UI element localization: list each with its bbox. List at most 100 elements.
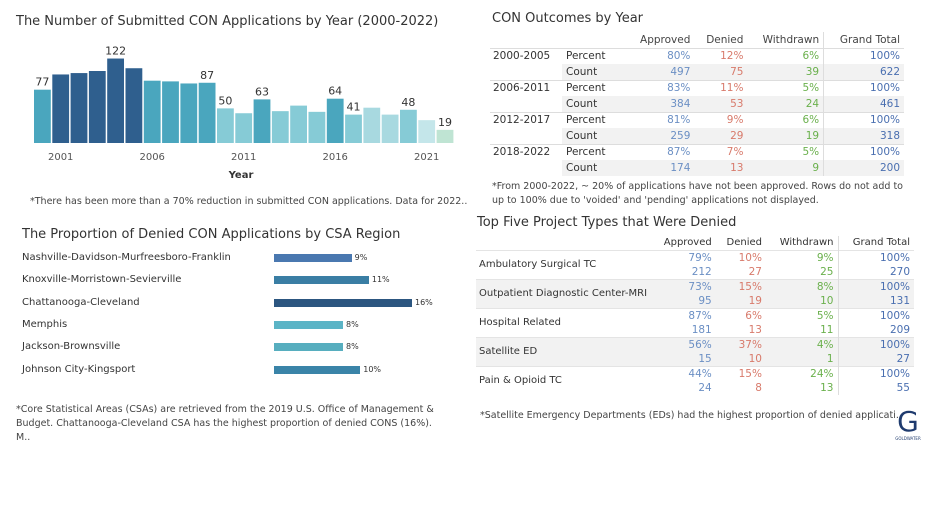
bar-2021	[418, 120, 436, 143]
projects-cell: 6%	[715, 307, 766, 323]
projects-cell: 87%	[651, 307, 716, 323]
region-bar	[274, 298, 412, 307]
x-axis-label: Year	[228, 170, 254, 181]
bar-2015	[308, 111, 326, 143]
bar-chart-note: *There has been more than a 70% reductio…	[30, 196, 468, 207]
projects-cell: 15%	[715, 278, 766, 294]
bar-2000	[34, 89, 51, 143]
region-value-label: 8%	[346, 319, 359, 329]
outcomes-table: Approved Denied Withdrawn Grand Total 20…	[490, 32, 904, 176]
project-type-label: Hospital Related	[476, 307, 652, 337]
projects-cell: 24	[698, 381, 712, 394]
region-bar	[274, 365, 361, 374]
metric-label: Percent	[562, 47, 626, 64]
outcomes-row: 2012-2017 Percent 81% 9% 6% 100%	[490, 111, 904, 128]
outcomes-title: CON Outcomes by Year	[492, 11, 644, 26]
bar-2005	[125, 68, 143, 143]
outcomes-cell: 81%	[626, 111, 695, 128]
outcomes-cell: 83%	[626, 79, 695, 96]
region-value-label: 8%	[346, 342, 359, 352]
outcomes-row: 2006-2011 Percent 83% 11% 5% 100%	[490, 79, 904, 96]
x-tick-label: 2011	[231, 152, 256, 163]
period-label: 2018-2022	[490, 143, 562, 160]
region-label: Knoxville-Morristown-Sevierville	[22, 274, 182, 286]
projects-row: 181 13 11 209	[476, 322, 914, 337]
projects-header-row: Approved Denied Withdrawn Grand Total	[476, 236, 914, 250]
projects-note: *Satellite Emergency Departments (EDs) h…	[480, 410, 902, 421]
bar-2018	[363, 107, 381, 143]
projects-cell: 181	[691, 323, 712, 336]
metric-label: Percent	[562, 79, 626, 96]
projects-row: 212 27 25 270	[476, 264, 914, 279]
bar-2006	[143, 80, 161, 143]
projects-cell: 9%	[765, 249, 838, 265]
projects-row: 24 8 13 55	[476, 380, 914, 395]
period-label	[490, 64, 562, 80]
projects-cell: 100%	[837, 336, 914, 352]
bar-2016	[326, 98, 344, 143]
outcomes-cell: 5%	[747, 79, 824, 96]
projects-cell: 1	[765, 351, 838, 366]
regions-note: *Core Statistical Areas (CSAs) are retri…	[16, 404, 434, 443]
outcomes-cell: 100%	[823, 143, 904, 160]
period-label: 2000-2005	[490, 47, 562, 64]
projects-cell: 100%	[837, 249, 914, 265]
projects-cell: 95	[651, 293, 716, 308]
header-denied: Denied	[694, 32, 748, 49]
projects-cell: 19	[715, 293, 766, 308]
projects-header-withdrawn: Withdrawn	[779, 237, 834, 249]
outcomes-cell: 24	[747, 96, 824, 112]
bar-2002	[70, 73, 88, 143]
bar-2022	[436, 129, 454, 143]
period-label: 2006-2011	[490, 79, 562, 96]
projects-cell: 8	[755, 381, 762, 394]
region-bar	[274, 276, 369, 285]
projects-row: Outpatient Diagnostic Center-MRI 73% 15% 8%…	[476, 278, 914, 308]
region-value-label: 11%	[371, 275, 390, 285]
projects-header-denied: Denied	[726, 237, 762, 249]
outcomes-cell: 100%	[823, 47, 904, 64]
projects-title: Top Five Project Types that Were Denied	[477, 215, 737, 230]
x-tick-label: 2006	[139, 152, 164, 163]
projects-row: Pain & Opioid TC 44% 15% 24% 100%	[476, 365, 914, 395]
projects-row: Ambulatory Surgical TC 79% 10% 9% 100%	[476, 249, 914, 279]
outcomes-row: Count 497 75 39 622	[490, 64, 904, 80]
period-label	[490, 96, 562, 112]
x-tick-label: 2016	[322, 152, 347, 163]
bar-2001	[52, 74, 70, 143]
bar-data-label: 19	[438, 116, 452, 129]
projects-cell: 10%	[715, 249, 766, 265]
region-label: Johnson City-Kingsport	[22, 363, 136, 375]
projects-cell: 15	[651, 351, 716, 366]
region-label: Chattanooga-Cleveland	[22, 296, 140, 308]
outcomes-cell: 174	[626, 160, 695, 176]
outcomes-cell: 13	[694, 160, 748, 176]
projects-cell: 11	[820, 323, 834, 336]
projects-cell: 44%	[651, 365, 716, 381]
bar-2011	[235, 113, 253, 143]
projects-cell: 56%	[651, 336, 716, 352]
project-type-label: Ambulatory Surgical TC	[476, 249, 652, 279]
outcomes-cell: 318	[823, 128, 904, 144]
outcomes-cell: 9	[747, 160, 824, 176]
projects-cell: 10	[715, 351, 766, 366]
bar-data-label: 122	[105, 45, 126, 58]
projects-cell: 27	[837, 351, 914, 366]
header-grand-total: Grand Total	[823, 32, 904, 49]
outcomes-cell: 11%	[694, 79, 748, 96]
outcomes-cell: 100%	[823, 111, 904, 128]
outcomes-cell: 87%	[626, 143, 695, 160]
projects-cell: 100%	[837, 365, 914, 381]
outcomes-cell: 75	[694, 64, 748, 80]
outcomes-cell: 9%	[694, 111, 748, 128]
projects-row: 95 19 10 131	[476, 293, 914, 308]
bar-2009	[198, 82, 216, 143]
x-tick-label: 2021	[414, 152, 439, 163]
bar-2019	[381, 114, 399, 143]
projects-row: Hospital Related 87% 6% 5% 100%	[476, 307, 914, 337]
region-bar	[274, 343, 343, 352]
projects-cell: 25	[820, 265, 834, 278]
outcomes-cell: 497	[626, 64, 695, 80]
bar-2010	[217, 108, 234, 143]
bar-2013	[271, 111, 289, 143]
